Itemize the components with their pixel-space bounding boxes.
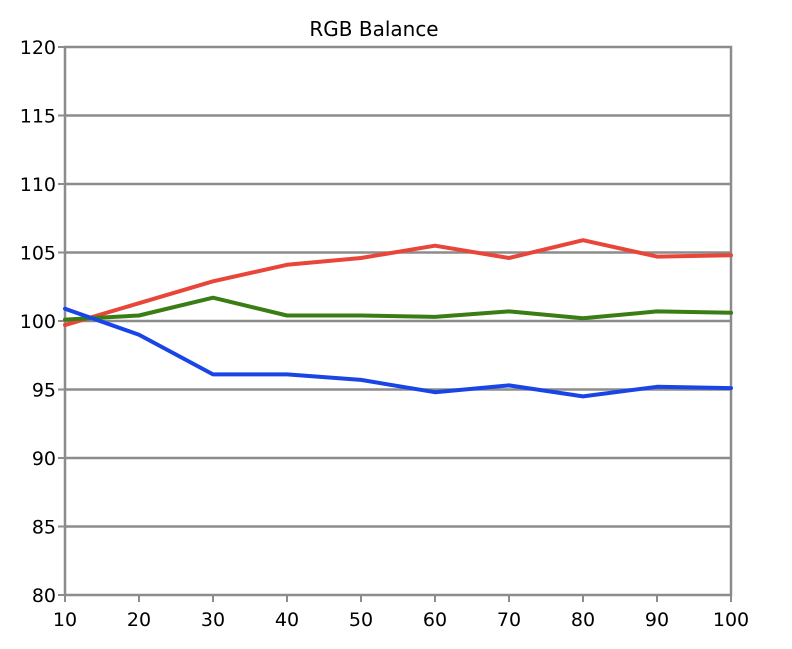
grid-lines	[65, 114, 731, 528]
series-line-2	[63, 306, 733, 399]
x-tick-label: 80	[571, 609, 595, 631]
chart-title: RGB Balance	[309, 17, 438, 41]
x-tick-label: 100	[713, 609, 749, 631]
y-tick-label: 105	[20, 243, 56, 265]
x-tick-label: 30	[201, 609, 225, 631]
x-tick-label: 60	[423, 609, 447, 631]
y-tick-label: 90	[32, 448, 56, 470]
y-tick-label: 100	[20, 311, 56, 333]
y-tick-label: 95	[32, 380, 56, 402]
series-lines	[63, 238, 733, 399]
x-tick-label: 10	[53, 609, 77, 631]
y-tick-label: 80	[32, 585, 56, 607]
series-line-0	[63, 238, 733, 328]
x-tick-label: 20	[127, 609, 151, 631]
y-tick-label: 110	[20, 174, 56, 196]
y-tick-label: 115	[20, 106, 56, 128]
x-tick-label: 40	[275, 609, 299, 631]
x-tick-labels: 10 20 30 40 50 60 70 80 90 100	[53, 609, 749, 631]
x-tick-label: 90	[645, 609, 669, 631]
series-line-1	[63, 295, 733, 322]
y-tick-labels: 80 85 90 95 100 105 110 115 120	[20, 37, 56, 607]
y-tick-label: 120	[20, 37, 56, 59]
x-tick-label: 50	[349, 609, 373, 631]
x-tick-label: 70	[497, 609, 521, 631]
axes	[58, 45, 733, 602]
y-tick-label: 85	[32, 517, 56, 539]
